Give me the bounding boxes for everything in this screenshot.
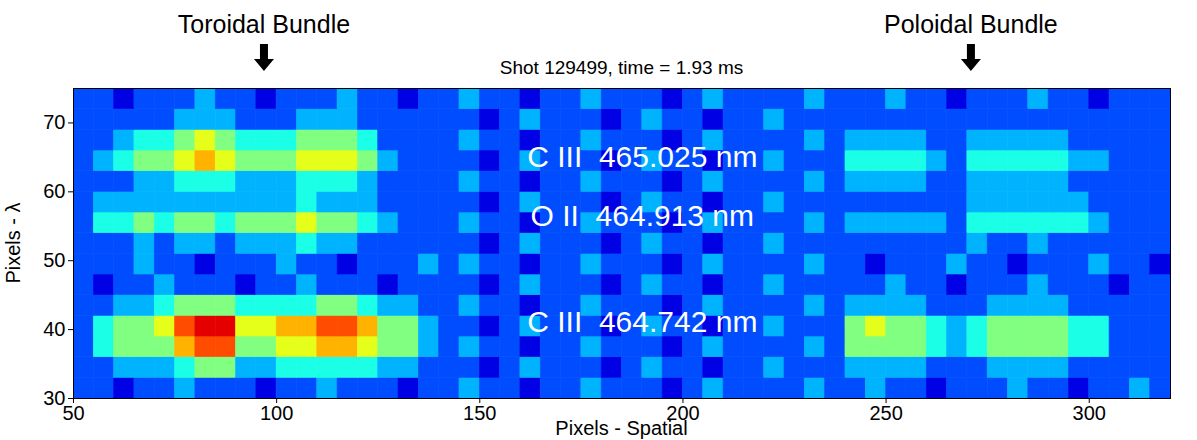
svg-text:Toroidal Bundle: Toroidal Bundle xyxy=(178,10,350,38)
svg-text:100: 100 xyxy=(260,402,293,424)
svg-text:C III 464.742 nm: C III 464.742 nm xyxy=(527,305,757,338)
svg-text:30: 30 xyxy=(43,386,66,409)
svg-text:Pixels - Spatial: Pixels - Spatial xyxy=(555,417,687,439)
svg-text:40: 40 xyxy=(43,318,65,340)
svg-text:300: 300 xyxy=(1073,402,1106,424)
svg-text:Shot 129499, time = 1.93 ms: Shot 129499, time = 1.93 ms xyxy=(500,57,743,78)
svg-text:50: 50 xyxy=(43,249,65,271)
svg-text:200: 200 xyxy=(666,401,700,424)
svg-text:Pixels - λ: Pixels - λ xyxy=(2,202,24,283)
svg-text:50: 50 xyxy=(62,402,84,424)
svg-text:250: 250 xyxy=(869,402,902,424)
svg-text:70: 70 xyxy=(43,111,65,133)
svg-text:150: 150 xyxy=(463,402,496,424)
svg-text:O II 464.913 nm: O II 464.913 nm xyxy=(531,199,754,232)
svg-text:60: 60 xyxy=(43,180,65,202)
svg-text:Poloidal Bundle: Poloidal Bundle xyxy=(884,10,1058,38)
svg-text:C III 465.025 nm: C III 465.025 nm xyxy=(527,140,757,173)
